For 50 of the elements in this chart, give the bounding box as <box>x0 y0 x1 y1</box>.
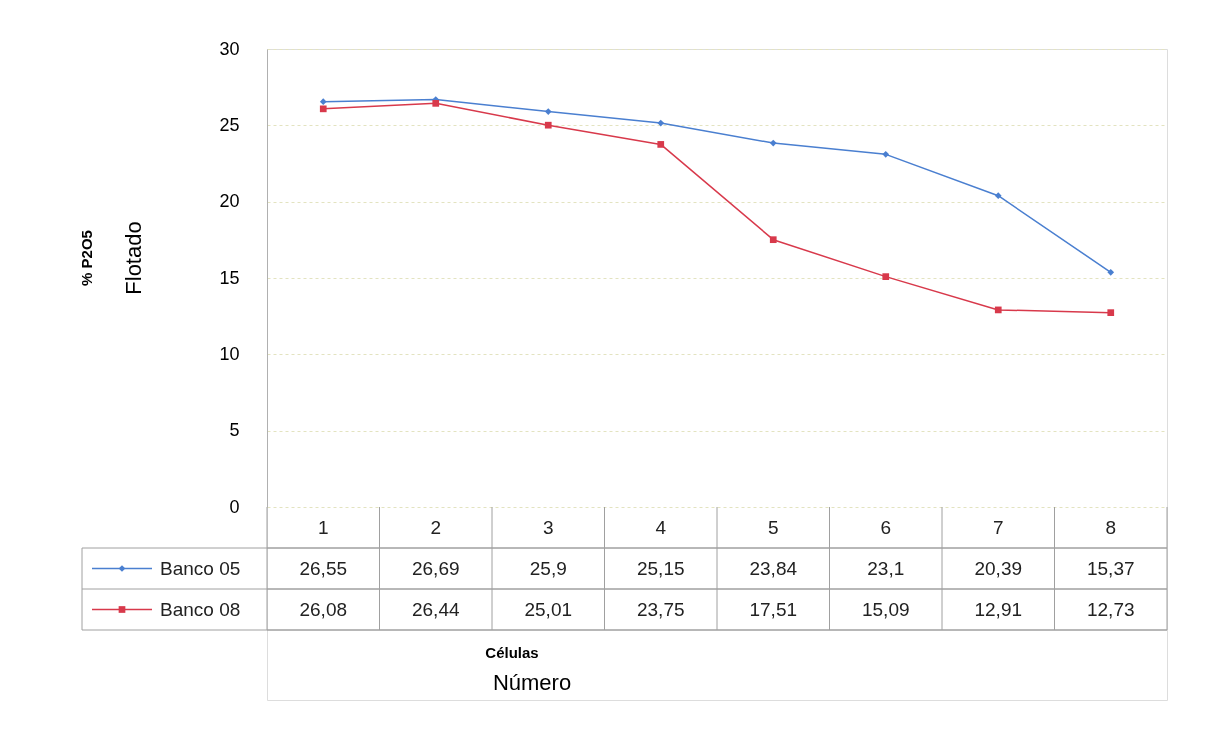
x-tick-label: 4 <box>655 516 667 538</box>
point <box>657 119 665 127</box>
legend-label: Banco 05 <box>160 557 241 579</box>
y-tick-label: 25 <box>219 114 240 135</box>
x-tick-label: 5 <box>767 516 779 538</box>
point <box>1107 309 1115 317</box>
point <box>544 121 552 129</box>
point <box>544 108 552 115</box>
x-tick-label: 7 <box>992 516 1004 538</box>
point <box>882 150 890 158</box>
point <box>769 236 777 244</box>
x-tick-label: 3 <box>542 516 554 538</box>
data-label: 12,91 <box>974 598 1023 620</box>
data-label: 23,1 <box>867 557 905 579</box>
data-label: 20,39 <box>974 557 1023 579</box>
point <box>319 98 327 106</box>
data-label: 25,01 <box>524 598 573 620</box>
data-label: 26,55 <box>299 557 348 579</box>
y-tick-label: 30 <box>219 38 240 59</box>
point <box>1107 269 1115 276</box>
point <box>994 306 1002 314</box>
x-tick-label: 2 <box>430 516 442 538</box>
data-label: 26,69 <box>411 557 460 579</box>
data-label: 26,08 <box>299 598 348 620</box>
x-tick-label: 6 <box>880 516 892 538</box>
data-label: 25,9 <box>529 557 567 579</box>
y-tick-label: 5 <box>229 420 240 441</box>
y-tick-label: 10 <box>219 343 240 364</box>
point <box>994 192 1002 200</box>
x-tick-label: 1 <box>317 516 329 538</box>
point <box>769 139 777 147</box>
data-label: 17,51 <box>749 598 798 620</box>
data-label: 25,15 <box>636 557 685 579</box>
data-label: 15,09 <box>861 598 910 620</box>
data-label: 23,75 <box>636 598 685 620</box>
data-label: 23,84 <box>749 557 798 579</box>
legend-label: Banco 08 <box>160 598 241 620</box>
point <box>882 273 890 280</box>
y-tick-label: 15 <box>219 267 240 288</box>
point <box>432 100 440 107</box>
text: % P2O5 Flotado <box>78 221 146 295</box>
data-label: 26,44 <box>411 598 460 620</box>
data-label: 12,73 <box>1086 598 1135 620</box>
y-tick-label: 20 <box>219 191 240 212</box>
x-axis-title: Células Número <box>485 644 572 695</box>
point <box>657 141 665 148</box>
x-tick-label: 8 <box>1105 516 1117 538</box>
point <box>319 105 327 113</box>
y-tick-label: 0 <box>229 496 240 517</box>
data-label: 15,37 <box>1086 557 1135 579</box>
